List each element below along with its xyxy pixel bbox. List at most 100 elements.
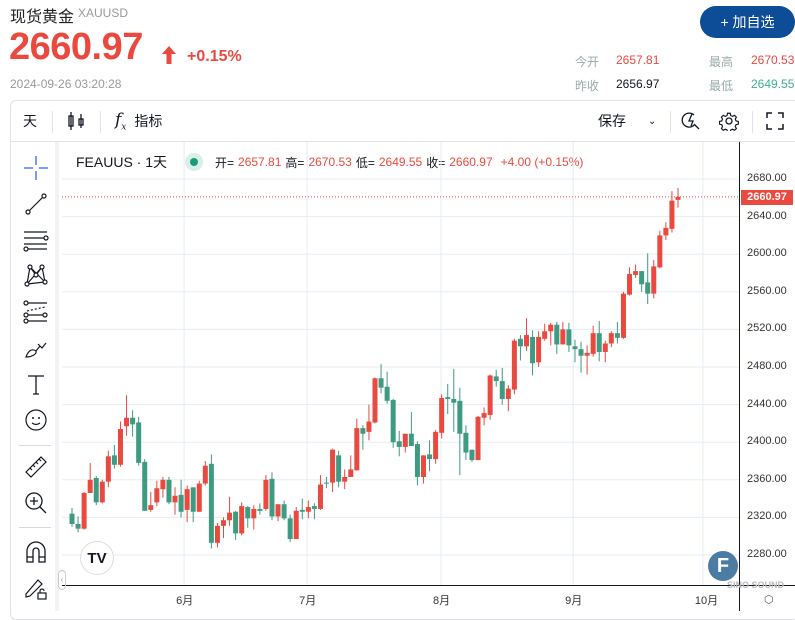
candle-down: [493, 376, 499, 382]
candle-down: [566, 329, 572, 346]
month-tick: 10月: [694, 595, 719, 607]
candle-up: [487, 375, 493, 415]
candle-down: [578, 349, 584, 356]
legend-low-label: 低=: [355, 155, 375, 170]
candle-up: [505, 388, 511, 399]
candle-up: [330, 449, 336, 483]
candle-down: [257, 508, 263, 511]
add-to-watchlist-button[interactable]: + 加自选: [700, 6, 795, 38]
candle-up: [275, 504, 281, 517]
candle-up: [214, 525, 220, 543]
candle-up: [81, 492, 87, 529]
candle-down: [596, 333, 602, 352]
candle-up: [402, 433, 408, 447]
candle-up: [620, 293, 626, 338]
month-tick: 8月: [433, 595, 451, 607]
candle-up: [87, 479, 93, 493]
candle-down: [360, 428, 366, 434]
month-tick: 9月: [565, 595, 583, 607]
candle-up: [608, 333, 614, 344]
candle-up: [348, 469, 354, 477]
candle-up: [536, 336, 542, 363]
candle-down: [287, 518, 293, 540]
magnet-tool[interactable]: [23, 539, 49, 565]
settings-button[interactable]: [719, 101, 739, 141]
legend-open: 2657.81: [238, 155, 282, 169]
pencil-lock-icon: [25, 579, 47, 600]
candle-up: [251, 508, 257, 519]
fib-tool[interactable]: [23, 299, 49, 325]
candle-up: [675, 196, 681, 200]
price-tick: 2680.00: [747, 172, 787, 184]
legend-high-label: 高=: [285, 155, 305, 170]
high-label: 最高: [709, 55, 734, 69]
price-tick: 2280.00: [747, 548, 787, 560]
parallel-lines-icon: [23, 231, 49, 252]
function-icon: fx: [115, 109, 127, 133]
candle-up: [372, 378, 378, 423]
tradingview-logo[interactable]: TV: [80, 541, 114, 575]
low-value: 2649.55: [751, 77, 795, 91]
candle-up: [172, 495, 178, 503]
brush-tool[interactable]: [23, 336, 49, 362]
candle-down: [299, 509, 305, 512]
candle-down: [233, 511, 239, 534]
price-tick: 2560.00: [747, 284, 787, 297]
watermark-text: SINO SOUND: [727, 580, 785, 590]
legend-change: +4.00 (+0.15%): [500, 155, 584, 169]
candle-up: [184, 489, 190, 510]
horizontal-lines-tool[interactable]: [23, 227, 49, 253]
lock-drawings-tool[interactable]: [23, 575, 49, 601]
crosshair-tool[interactable]: [23, 155, 49, 181]
candle-up: [117, 429, 123, 465]
candle-up: [669, 200, 675, 229]
legend-open-label: 开=: [215, 155, 235, 170]
fib-retracement-icon: [23, 300, 48, 324]
legend-symbol: FEAUUS · 1天: [76, 154, 168, 170]
candle-down: [378, 378, 384, 388]
instrument-title: 现货黄金: [10, 9, 75, 26]
candle-down: [245, 507, 251, 519]
candle-down: [208, 463, 214, 543]
save-button[interactable]: 保存: [598, 113, 626, 129]
candle-down: [311, 506, 317, 509]
interval-button[interactable]: 天: [23, 113, 37, 129]
candle-down: [572, 346, 578, 350]
pattern-tool[interactable]: [23, 262, 49, 288]
watermark-logo: F: [708, 551, 738, 581]
goto-realtime-icon[interactable]: ⬡: [764, 594, 774, 606]
candle-down: [166, 479, 172, 503]
trendline-tool[interactable]: [23, 191, 49, 217]
month-tick: 7月: [299, 595, 317, 607]
price-tick: 2640.00: [747, 209, 787, 222]
candle-up: [657, 235, 663, 268]
candle-up: [160, 479, 166, 490]
save-dropdown-chevron-icon[interactable]: ⌄: [648, 115, 657, 127]
candle-down: [178, 494, 184, 512]
price-tick: 2600.00: [747, 247, 787, 260]
candle-down: [324, 482, 330, 484]
candle-down: [408, 433, 414, 446]
emoji-tool[interactable]: [23, 407, 49, 433]
magnet-icon: [26, 541, 46, 563]
chart-type-button[interactable]: [67, 101, 85, 141]
prev-close-value: 2656.97: [616, 77, 660, 91]
candle-down: [111, 455, 117, 465]
candle-up: [124, 417, 130, 427]
candle-down: [530, 336, 536, 364]
candle-up: [263, 479, 269, 509]
candle-up: [481, 413, 487, 418]
candle-down: [469, 449, 475, 461]
zoom-in-tool[interactable]: [23, 490, 49, 516]
collapse-toolbar-button[interactable]: ‹: [58, 570, 66, 590]
fullscreen-button[interactable]: [766, 101, 784, 141]
quick-search-button[interactable]: [681, 101, 701, 141]
smiley-icon: [25, 409, 47, 431]
measure-tool[interactable]: [23, 454, 49, 480]
price-tick: 2440.00: [747, 397, 787, 410]
candlestick-chart[interactable]: [62, 142, 739, 585]
text-tool[interactable]: [23, 372, 49, 398]
indicators-button[interactable]: fx 指标: [115, 101, 162, 141]
market-status-icon: [185, 153, 204, 171]
candle-up: [433, 431, 439, 460]
